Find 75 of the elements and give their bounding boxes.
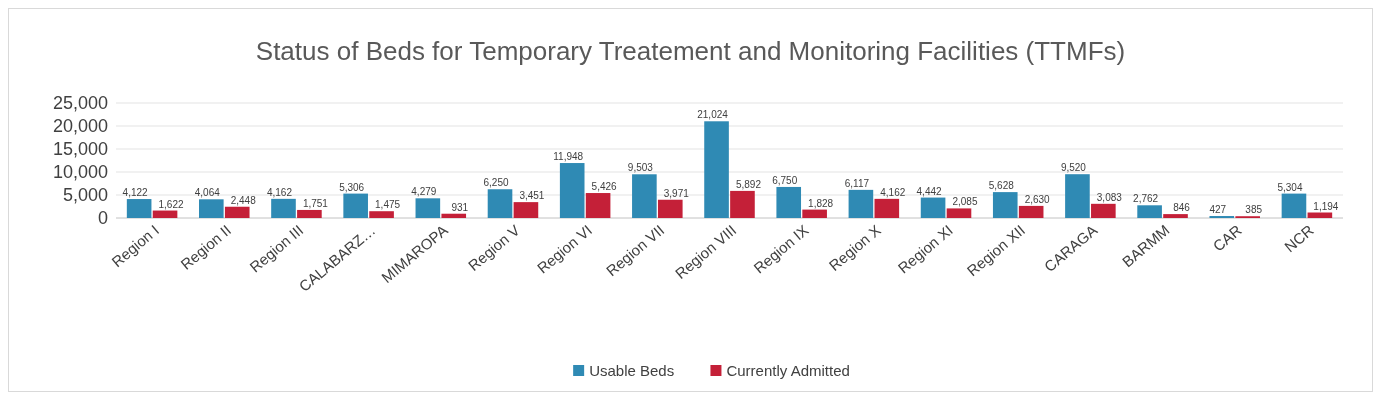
data-label: 6,117 [844,177,870,189]
data-label: 1,751 [302,197,329,209]
bar [992,192,1018,218]
y-tick-label: 0 [97,208,108,228]
data-label: 2,630 [1024,193,1051,205]
x-tick-label: CAR [1209,221,1245,255]
data-label: 4,122 [122,187,149,199]
bar [704,121,729,218]
bar [559,163,585,218]
bar [1091,203,1116,218]
y-tick-label: 10,000 [52,162,108,182]
data-label: 3,971 [663,187,690,199]
data-label: 6,750 [772,174,798,186]
data-label: 4,279 [411,186,437,198]
bar [369,211,394,218]
y-tick-label: 25,000 [52,93,108,113]
data-label: 5,306 [339,181,365,193]
data-label: 5,304 [1277,181,1303,193]
y-tick-label: 20,000 [52,116,108,136]
bar [730,190,755,218]
data-label: 9,503 [627,162,654,174]
y-tick-label: 5,000 [62,185,108,205]
data-label: 6,250 [483,177,509,189]
data-label: 4,064 [194,187,221,199]
bar [1281,193,1307,218]
bar [946,208,972,218]
data-label: 4,442 [916,185,943,197]
bar [632,174,657,218]
bar [776,186,802,218]
data-label: 2,448 [230,194,257,206]
legend-label: Currently Admitted [726,362,850,379]
data-label: 9,520 [1060,162,1087,174]
data-label: 5,892 [735,178,762,190]
bar [848,189,874,218]
bar [441,213,467,218]
bar [152,210,178,218]
data-label: 21,024 [697,109,729,121]
bar [271,198,296,218]
data-label: 846 [1173,202,1191,214]
bar [224,206,250,218]
data-label: 3,083 [1096,191,1123,203]
bar [802,209,827,218]
bar [657,199,683,218]
bar [297,209,322,218]
bar [415,198,441,218]
data-label: 1,194 [1313,200,1339,212]
data-label: 5,426 [591,181,618,193]
data-label: 427 [1209,204,1227,216]
data-label: 2,085 [952,196,978,208]
data-label: 4,162 [266,186,293,198]
bar [1163,214,1188,218]
data-label: 5,628 [988,180,1015,192]
bar [126,199,152,218]
bar [343,193,368,218]
bar [513,202,539,218]
legend-label: Usable Beds [589,362,675,379]
data-label: 4,162 [880,186,906,198]
bar [1137,205,1162,218]
data-label: 1,622 [158,198,184,210]
bar [585,193,611,218]
bar [1065,174,1090,218]
data-label: 931 [451,201,469,213]
y-tick-label: 15,000 [52,139,108,159]
bar [199,199,224,218]
data-label: 385 [1245,204,1263,216]
data-label: 2,762 [1133,193,1159,205]
data-label: 1,475 [375,199,401,211]
bar [1018,205,1044,218]
data-label: 3,451 [519,190,545,202]
data-label: 11,948 [553,151,584,163]
bar [874,198,900,218]
bar [487,189,513,218]
chart-title: Status of Beds for Temporary Treatement and Monitoring Facilities (TTMFs) [255,36,1126,66]
data-label: 1,828 [808,197,834,209]
bar [920,197,946,218]
